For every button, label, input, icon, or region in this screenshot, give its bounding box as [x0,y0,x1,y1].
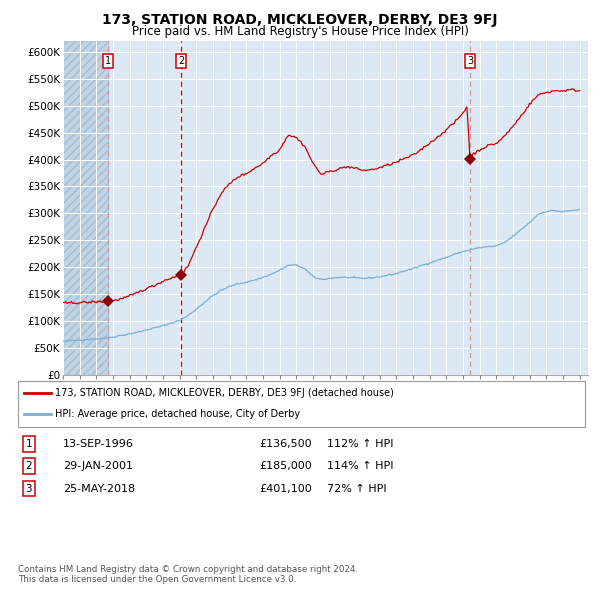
Bar [63,41,108,375]
Text: Contains HM Land Registry data © Crown copyright and database right 2024.
This d: Contains HM Land Registry data © Crown c… [18,565,358,584]
Text: £185,000: £185,000 [259,461,312,471]
Text: HPI: Average price, detached house, City of Derby: HPI: Average price, detached house, City… [55,409,301,419]
Text: 2: 2 [25,461,32,471]
Text: 2: 2 [178,56,184,66]
Text: 29-JAN-2001: 29-JAN-2001 [63,461,133,471]
Text: 25-MAY-2018: 25-MAY-2018 [63,484,135,493]
Bar [63,41,108,375]
Text: £401,100: £401,100 [259,484,312,493]
Text: 173, STATION ROAD, MICKLEOVER, DERBY, DE3 9FJ (detached house): 173, STATION ROAD, MICKLEOVER, DERBY, DE… [55,388,394,398]
Text: Price paid vs. HM Land Registry's House Price Index (HPI): Price paid vs. HM Land Registry's House … [131,25,469,38]
Text: 112% ↑ HPI: 112% ↑ HPI [327,439,394,448]
Text: 3: 3 [467,56,473,66]
Text: 13-SEP-1996: 13-SEP-1996 [63,439,134,448]
Text: 3: 3 [25,484,32,493]
Text: 72% ↑ HPI: 72% ↑ HPI [327,484,386,493]
Text: 114% ↑ HPI: 114% ↑ HPI [327,461,394,471]
Text: 1: 1 [25,439,32,448]
Text: 1: 1 [105,56,111,66]
Text: £136,500: £136,500 [259,439,312,448]
Text: 173, STATION ROAD, MICKLEOVER, DERBY, DE3 9FJ: 173, STATION ROAD, MICKLEOVER, DERBY, DE… [102,13,498,27]
